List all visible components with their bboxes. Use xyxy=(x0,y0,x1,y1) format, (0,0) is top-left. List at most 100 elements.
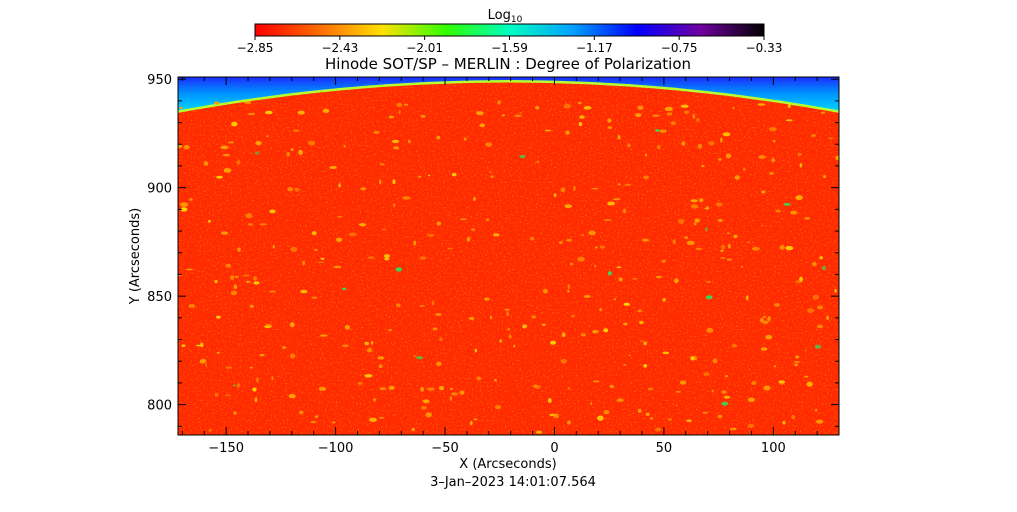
patch xyxy=(544,129,552,132)
patch xyxy=(686,419,692,422)
patch xyxy=(216,315,221,319)
patch xyxy=(567,284,571,290)
patch xyxy=(645,412,650,416)
off-limb-region xyxy=(178,77,839,112)
patch xyxy=(664,106,673,112)
patch xyxy=(827,137,835,140)
colorbar-tick-label: −0.33 xyxy=(746,41,783,55)
patch xyxy=(741,265,744,268)
patch xyxy=(310,420,317,424)
patch xyxy=(459,218,468,221)
patch xyxy=(342,287,347,291)
patch xyxy=(721,390,727,394)
patch xyxy=(504,308,511,311)
patch xyxy=(236,160,241,165)
patch xyxy=(684,110,690,114)
patch xyxy=(666,112,673,116)
patch xyxy=(632,277,638,280)
patch xyxy=(476,376,482,381)
patch xyxy=(787,104,791,108)
patch xyxy=(655,275,662,279)
colorbar-tick-label: −2.85 xyxy=(237,41,274,55)
patch xyxy=(233,411,237,415)
patch xyxy=(426,387,435,391)
patch xyxy=(635,113,642,118)
patch xyxy=(382,228,387,231)
patch xyxy=(820,111,826,114)
patch xyxy=(336,237,343,242)
patch xyxy=(812,261,817,267)
patch xyxy=(622,322,628,326)
patch xyxy=(411,427,415,432)
patch xyxy=(785,119,793,122)
patch xyxy=(791,415,796,420)
patch xyxy=(181,344,186,348)
patch xyxy=(227,141,235,144)
patch xyxy=(721,244,725,250)
patch xyxy=(233,284,238,290)
patch xyxy=(558,241,563,244)
patch xyxy=(214,101,220,105)
patch xyxy=(723,395,731,399)
patch xyxy=(680,104,689,108)
chart-title: Hinode SOT/SP – MERLIN : Degree of Polar… xyxy=(325,55,691,73)
patch xyxy=(269,290,276,293)
patch xyxy=(507,328,511,331)
patch xyxy=(706,205,709,210)
patch xyxy=(379,163,385,166)
patch xyxy=(230,290,238,296)
patch xyxy=(795,195,803,201)
patch xyxy=(811,134,816,137)
patch xyxy=(223,168,232,173)
patch xyxy=(449,396,453,401)
patch xyxy=(431,300,435,306)
patch xyxy=(287,187,294,192)
patch xyxy=(499,339,503,343)
patch xyxy=(359,223,367,227)
patch xyxy=(686,240,695,246)
patch xyxy=(733,234,738,239)
patch xyxy=(834,288,837,293)
colorbar-tick-label: −2.01 xyxy=(406,41,443,55)
patch xyxy=(607,118,612,123)
patch xyxy=(360,187,367,191)
patch xyxy=(623,302,630,306)
patch xyxy=(282,346,287,349)
patch xyxy=(763,385,771,391)
timestamp: 3–Jan–2023 14:01:07.564 xyxy=(430,475,596,490)
patch xyxy=(402,196,411,200)
patch xyxy=(652,114,660,117)
patch xyxy=(249,304,254,308)
patch xyxy=(726,232,731,235)
patch xyxy=(722,132,731,137)
patch xyxy=(773,365,777,368)
colorbar-ticks: −2.85 −2.43 −2.01 −1.59 −1.17 −0.75 −0.33 xyxy=(237,36,783,55)
patch xyxy=(588,230,596,236)
patch xyxy=(307,140,316,146)
patch xyxy=(300,289,308,294)
patch xyxy=(705,280,712,283)
patch xyxy=(292,129,300,132)
patch xyxy=(485,218,490,222)
patch xyxy=(422,399,430,404)
patch xyxy=(794,280,803,284)
polarization-map xyxy=(178,77,839,435)
patch xyxy=(603,328,609,333)
patch xyxy=(438,385,445,391)
y-tick-label: 800 xyxy=(147,399,172,414)
patch xyxy=(474,348,477,353)
patch xyxy=(476,111,484,116)
patch xyxy=(711,389,715,393)
patch xyxy=(816,324,824,329)
patch xyxy=(501,114,506,117)
patch xyxy=(368,417,377,422)
patch xyxy=(179,106,183,110)
patch xyxy=(489,171,492,173)
patch xyxy=(302,260,305,266)
patch xyxy=(242,274,250,277)
patch xyxy=(706,327,714,333)
patch xyxy=(592,329,599,334)
patch xyxy=(225,263,232,268)
patch xyxy=(416,356,423,360)
